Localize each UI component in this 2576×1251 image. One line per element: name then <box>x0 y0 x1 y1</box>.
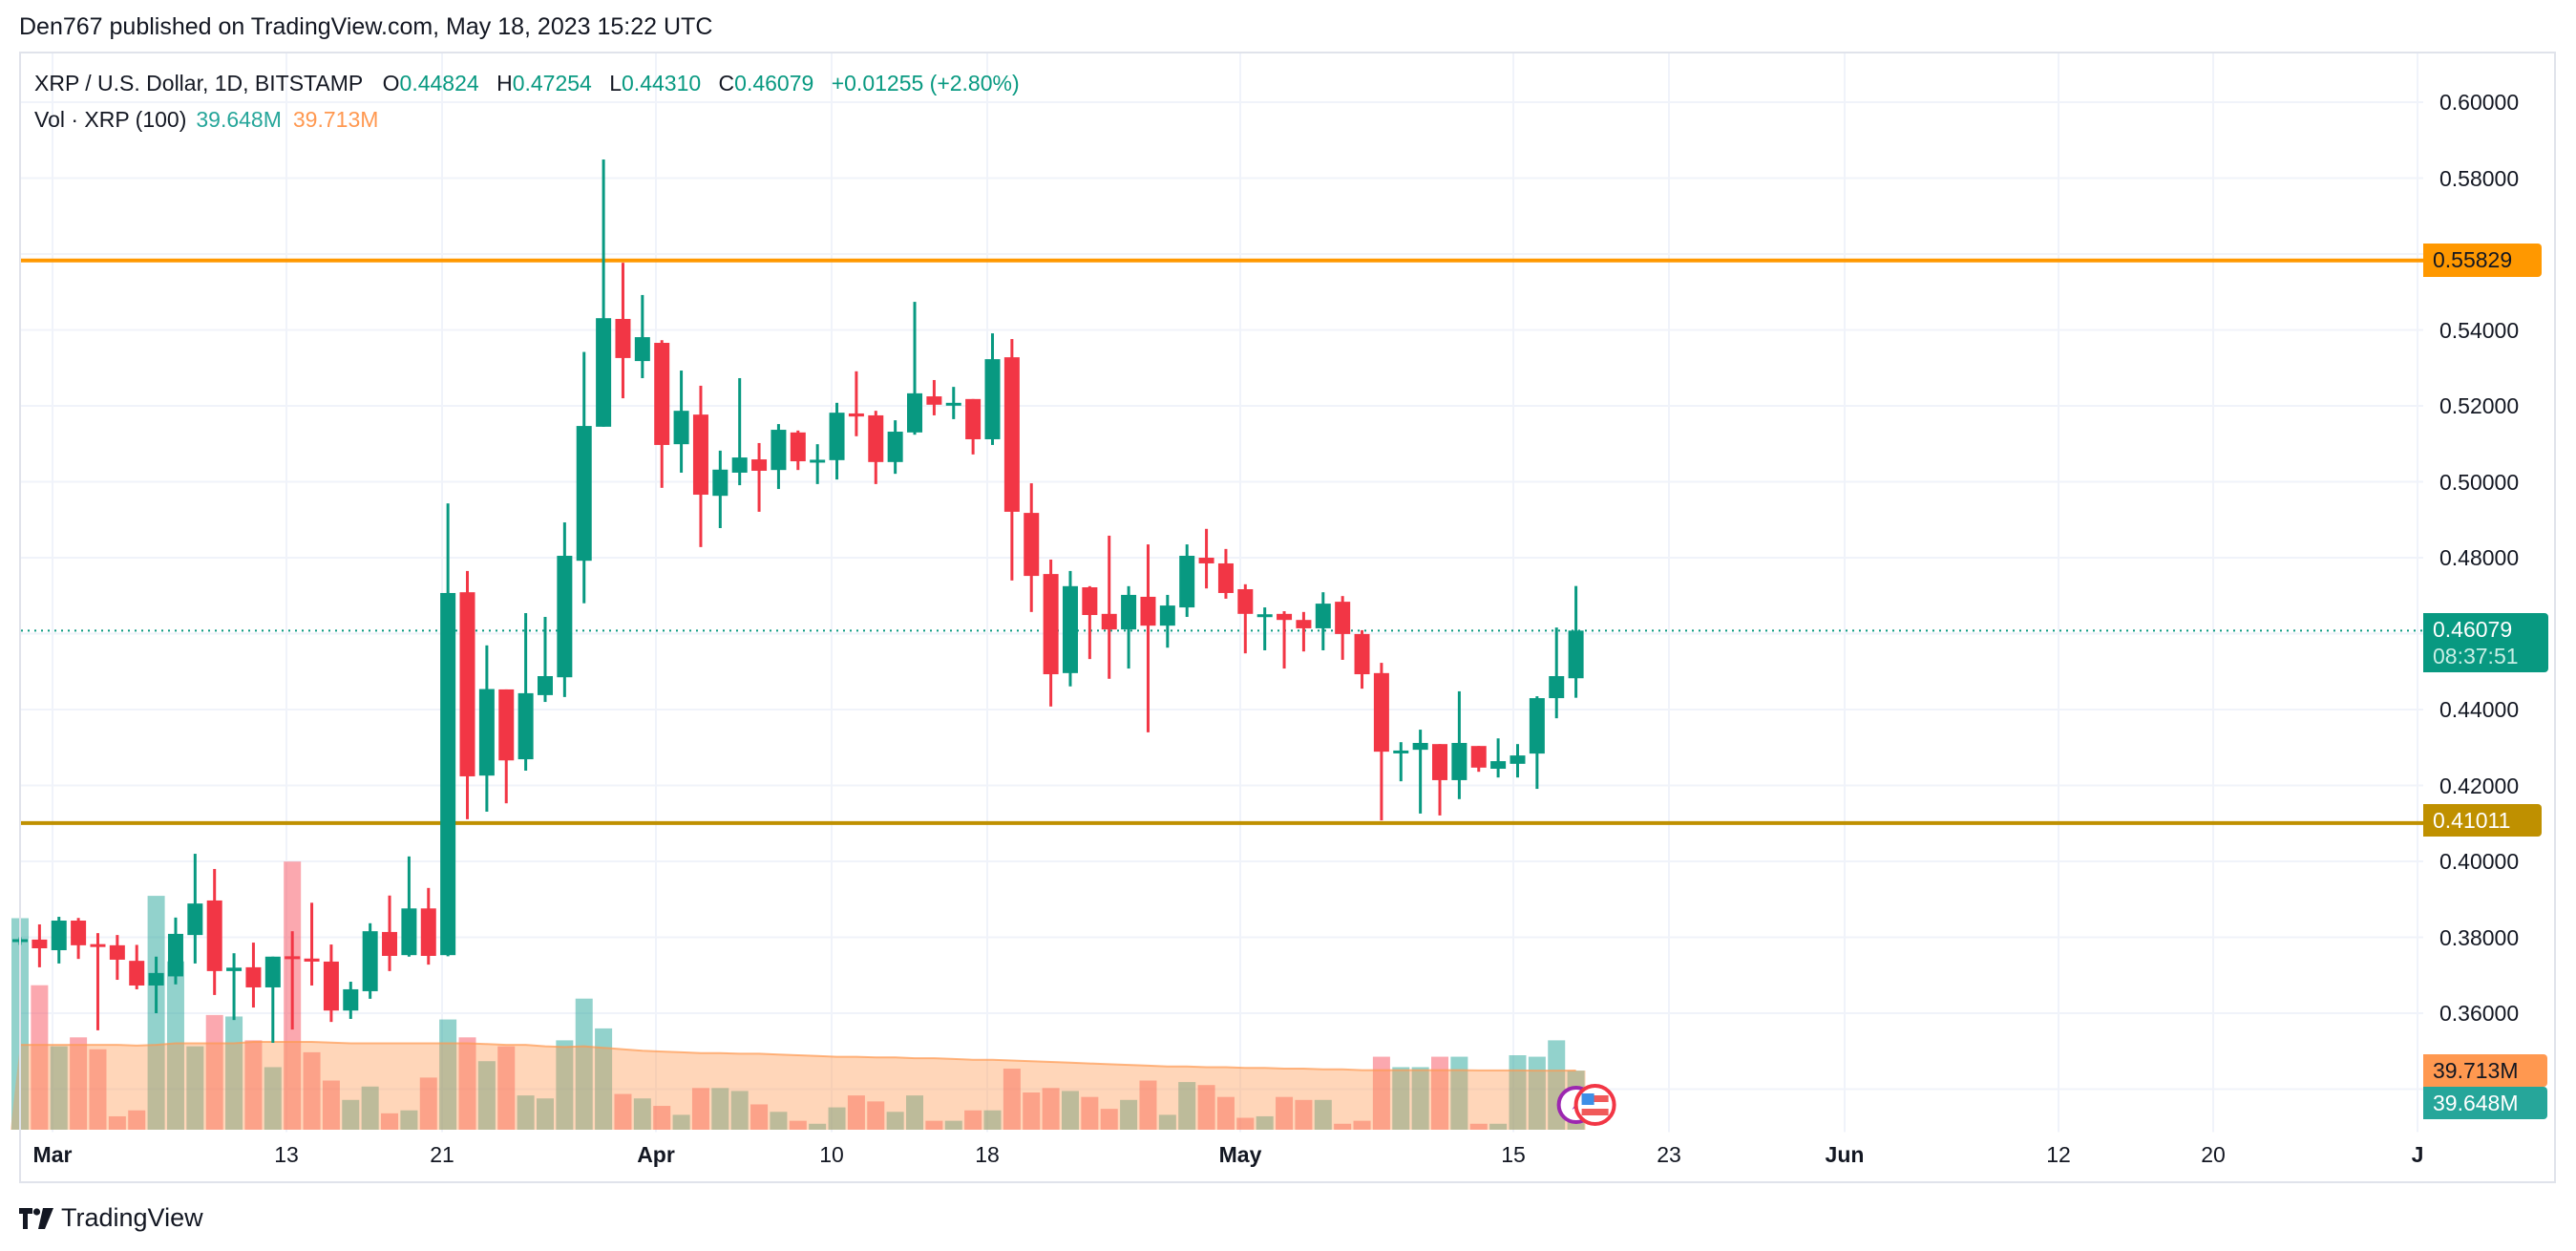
volume-ma-area <box>11 1041 1586 1130</box>
us-flag-economic-event-icon[interactable] <box>1573 1084 1616 1126</box>
high-label: H <box>496 71 513 95</box>
symbol-title[interactable]: XRP / U.S. Dollar, 1D, BITSTAMP <box>34 71 364 95</box>
price-axis-label: 0.42000 <box>2439 773 2520 798</box>
time-axis-label: 12 <box>2046 1142 2071 1167</box>
current-price: 0.46079 <box>2433 617 2513 642</box>
volume-bars <box>11 861 1585 1130</box>
chart-frame <box>19 52 2556 1183</box>
volume-tag: 39.648M <box>2423 1087 2547 1119</box>
candlesticks <box>12 159 1584 1044</box>
open-value: 0.44824 <box>399 71 479 95</box>
change-value: +0.01255 (+2.80%) <box>831 71 1020 95</box>
price-axis-label: 0.54000 <box>2439 317 2520 343</box>
time-axis-label: 21 <box>430 1142 454 1167</box>
time-axis-label: May <box>1218 1142 1262 1167</box>
volume-ma-tag: 39.713M <box>2423 1054 2547 1087</box>
footer: TradingView <box>19 1203 203 1233</box>
time-axis-label: 20 <box>2201 1142 2226 1167</box>
current-price-tag: 0.46079 08:37:51 <box>2423 613 2548 672</box>
publisher-line: Den767 published on TradingView.com, May… <box>19 13 713 40</box>
volume-legend-row: Vol · XRP (100) 39.648M 39.713M <box>34 101 1031 138</box>
time-axis-label: 10 <box>819 1142 844 1167</box>
event-icons <box>1556 1084 1616 1126</box>
chart-legend: XRP / U.S. Dollar, 1D, BITSTAMP O0.44824… <box>34 65 1031 138</box>
volume-ma-value: 39.713M <box>292 107 379 132</box>
low-value: 0.44310 <box>622 71 702 95</box>
price-axis-label: 0.58000 <box>2439 165 2520 191</box>
footer-brand: TradingView <box>61 1203 203 1232</box>
low-label: L <box>609 71 623 95</box>
volume-value: 39.648M <box>196 107 282 132</box>
support-price-tag: 0.41011 <box>2423 804 2542 837</box>
time-axis-label: 18 <box>975 1142 1000 1167</box>
price-axis-label: 0.44000 <box>2439 697 2520 722</box>
time-axis-label: J <box>2411 1142 2424 1167</box>
high-value: 0.47254 <box>512 71 592 95</box>
grid-lines <box>21 53 2555 1134</box>
time-axis-label: 13 <box>274 1142 299 1167</box>
open-label: O <box>382 71 400 95</box>
symbol-legend-row: XRP / U.S. Dollar, 1D, BITSTAMP O0.44824… <box>34 65 1031 101</box>
time-axis-label: Mar <box>32 1142 73 1167</box>
time-axis-label: 15 <box>1501 1142 1526 1167</box>
horizontal-levels <box>21 258 2423 825</box>
time-axis-label: Jun <box>1825 1142 1865 1167</box>
price-axis-label: 0.36000 <box>2439 1001 2520 1026</box>
time-axis-label: Apr <box>637 1142 675 1167</box>
tradingview-logo-icon <box>19 1207 53 1229</box>
time-axis-label: 23 <box>1657 1142 1681 1167</box>
price-axis-label: 0.40000 <box>2439 849 2520 874</box>
close-label: C <box>718 71 735 95</box>
price-axis-label: 0.52000 <box>2439 393 2520 418</box>
bar-countdown: 08:37:51 <box>2433 644 2519 668</box>
price-axis-label: 0.38000 <box>2439 924 2520 950</box>
close-value: 0.46079 <box>734 71 814 95</box>
price-axis-label: 0.60000 <box>2439 90 2520 115</box>
price-axis-label: 0.50000 <box>2439 469 2520 495</box>
price-axis-label: 0.48000 <box>2439 545 2520 570</box>
volume-title[interactable]: Vol · XRP (100) <box>34 107 187 132</box>
resistance-price-tag: 0.55829 <box>2423 244 2542 277</box>
